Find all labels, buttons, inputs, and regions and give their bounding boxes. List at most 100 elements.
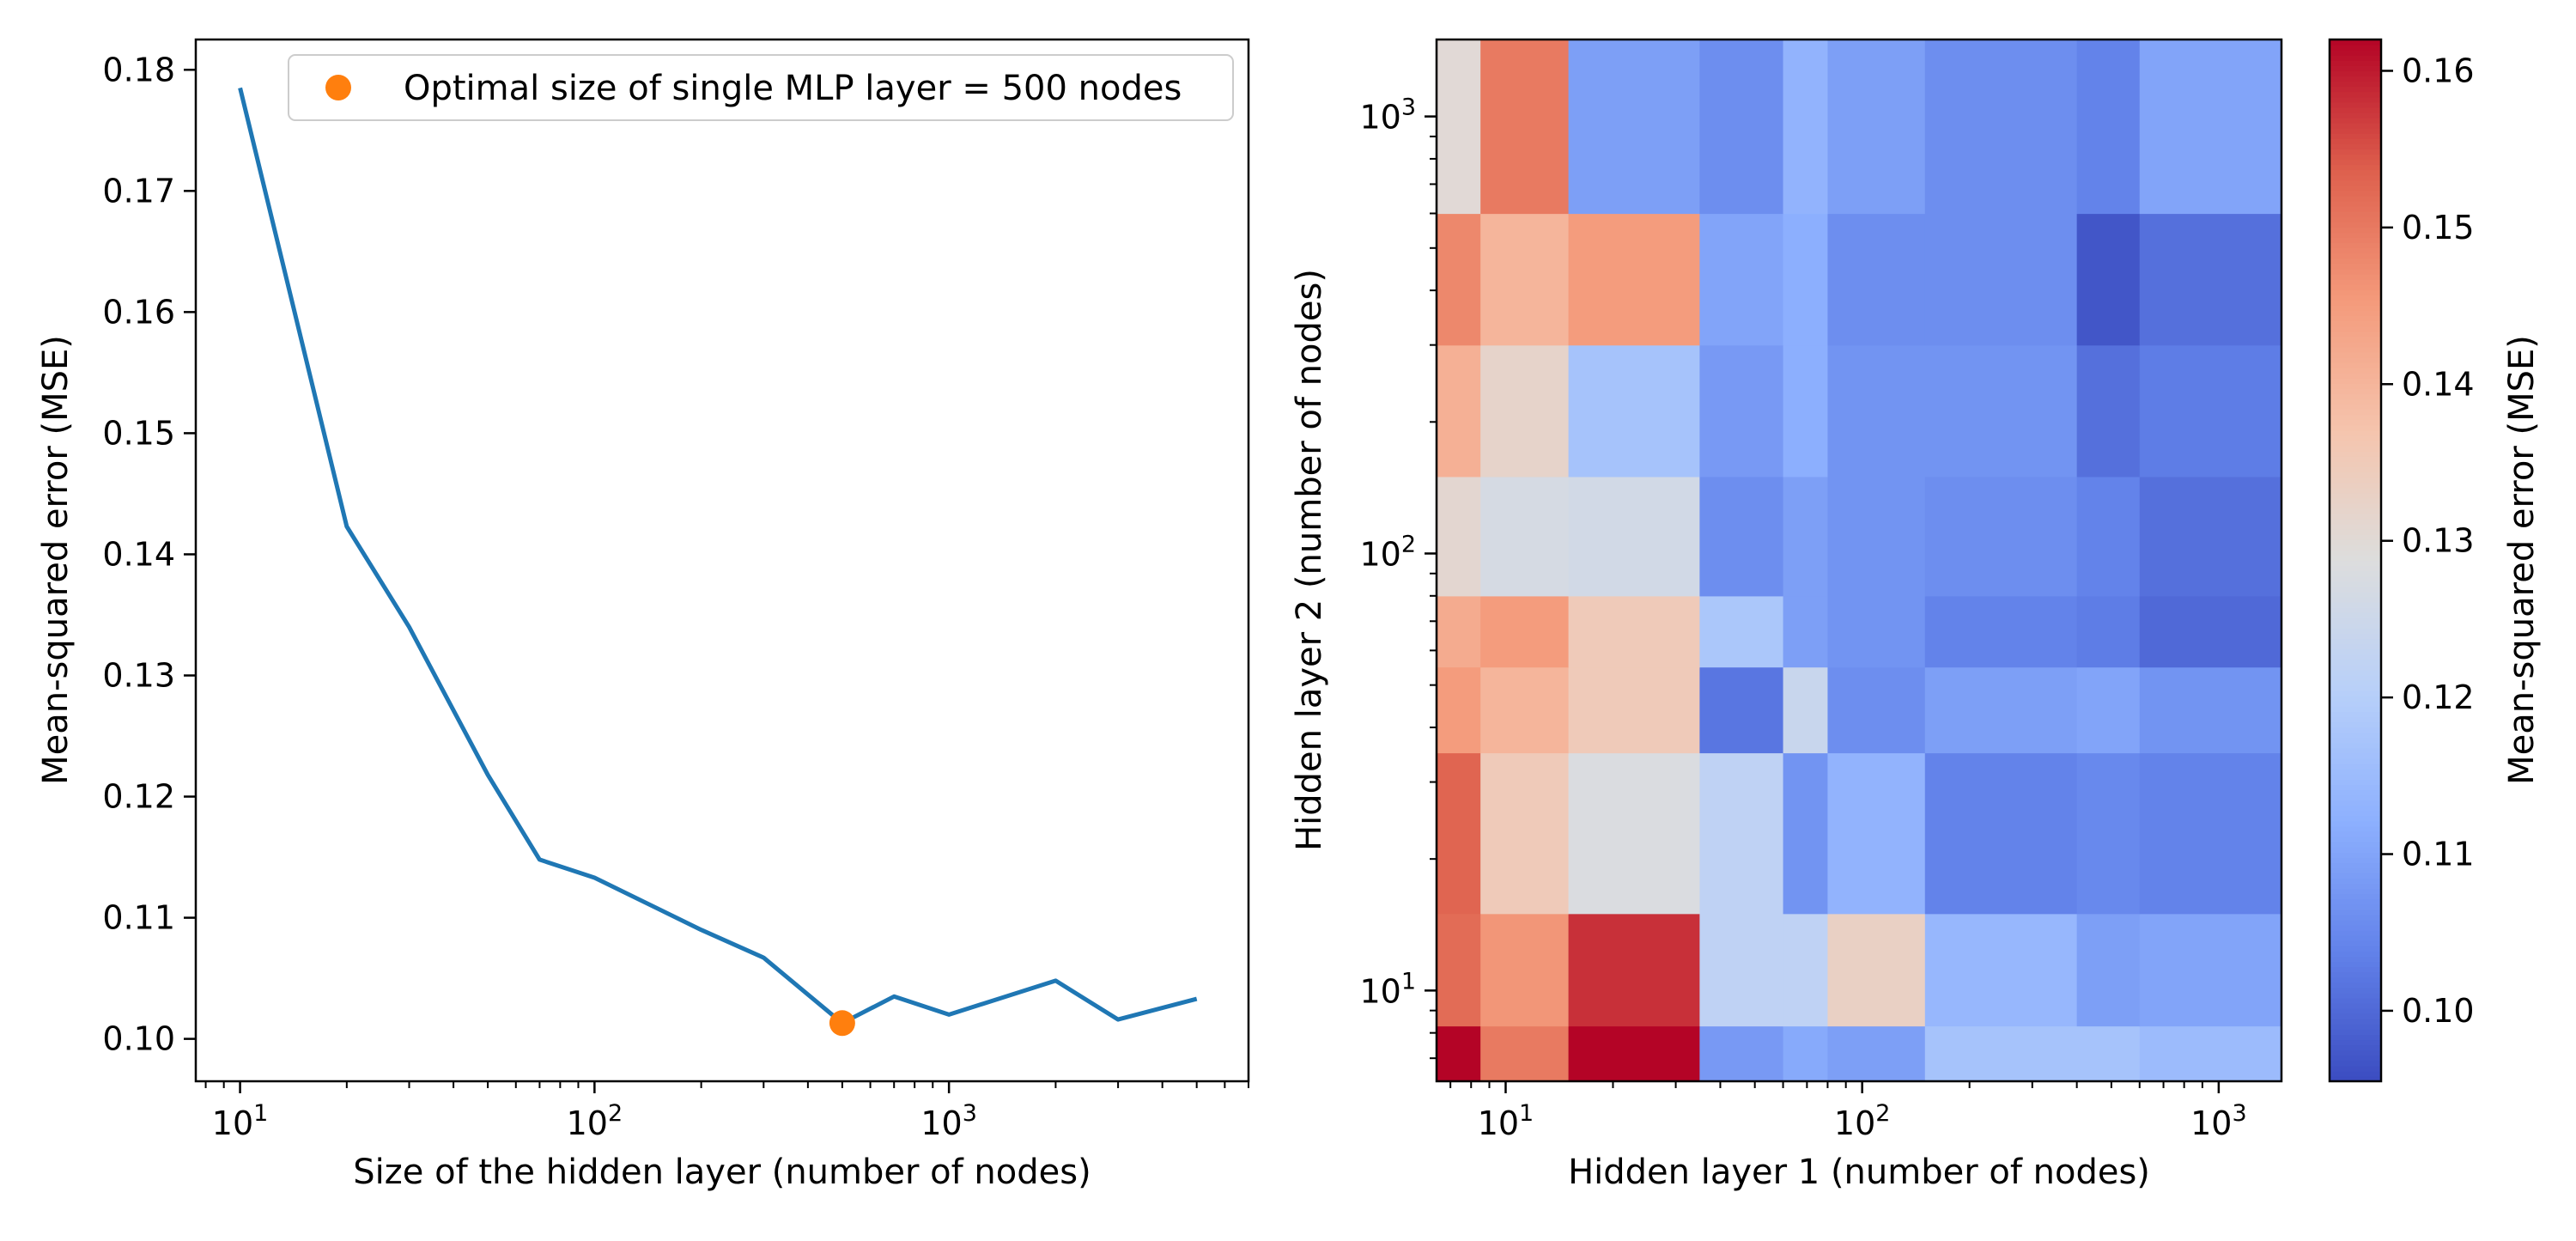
colorbar-strip — [2330, 55, 2381, 61]
colorbar-strip — [2330, 602, 2381, 608]
heatmap-cell — [2076, 344, 2141, 478]
colorbar-strip — [2330, 216, 2381, 222]
colorbar-strip — [2330, 654, 2381, 660]
heatmap-cell — [1924, 40, 2078, 215]
heatmap-x-axis-label: Hidden layer 1 (number of nodes) — [1568, 1153, 2150, 1192]
heatmap-cell — [2139, 666, 2282, 754]
heatmap-cell — [1568, 1025, 1700, 1082]
heatmap-cell — [1699, 344, 1784, 478]
line-chart-y-axis-label: Mean-squared error (MSE) — [36, 335, 76, 785]
heatmap-cell — [2139, 476, 2282, 597]
colorbar-strip — [2330, 482, 2381, 489]
colorbar-strip — [2330, 862, 2381, 868]
colorbar-strip — [2330, 252, 2381, 259]
colorbar-strip — [2330, 154, 2381, 161]
x-tick-label: 102 — [567, 1100, 623, 1142]
colorbar-strip — [2330, 1055, 2381, 1062]
heatmap-cell — [1437, 1025, 1481, 1082]
colorbar-strip — [2330, 477, 2381, 484]
colorbar-strip — [2330, 227, 2381, 234]
colorbar-strip — [2330, 716, 2381, 723]
colorbar-tick-label: 0.11 — [2402, 836, 2475, 873]
colorbar-strip — [2330, 648, 2381, 655]
colorbar-strip — [2330, 534, 2381, 540]
legend-box — [288, 54, 1234, 121]
heatmap-cell — [1699, 40, 1784, 215]
colorbar-strip — [2330, 815, 2381, 822]
legend-label-optimal: Optimal size of single MLP layer = 500 n… — [404, 69, 1182, 108]
colorbar-strip — [2330, 763, 2381, 770]
colorbar-strip — [2330, 164, 2381, 171]
heatmap-cell — [2139, 1025, 2282, 1082]
colorbar-strip — [2330, 883, 2381, 890]
colorbar-strip — [2330, 570, 2381, 577]
heatmap-cell — [1437, 213, 1481, 346]
heatmap-cell — [1783, 1025, 1829, 1082]
colorbar-strip — [2330, 242, 2381, 249]
colorbar-strip — [2330, 398, 2381, 405]
colorbar-strip — [2330, 123, 2381, 129]
colorbar-strip — [2330, 1034, 2381, 1041]
colorbar-strip — [2330, 789, 2381, 796]
colorbar-strip — [2330, 1003, 2381, 1009]
colorbar-strip — [2330, 1075, 2381, 1082]
colorbar-strip — [2330, 732, 2381, 739]
colorbar-strip — [2330, 310, 2381, 317]
colorbar-strip — [2330, 133, 2381, 139]
mse-line-series — [238, 87, 1198, 1025]
colorbar-strip — [2330, 138, 2381, 144]
colorbar-strip — [2330, 179, 2381, 186]
heatmap-frame — [1435, 38, 2283, 1083]
heatmap-cell — [1568, 213, 1700, 346]
colorbar-strip — [2330, 633, 2381, 640]
heatmap-cell — [1827, 595, 1926, 668]
heatmap-cell — [1783, 213, 1829, 346]
heatmap-cell — [1568, 595, 1700, 668]
heatmap-y-axis-label: Hidden layer 2 (number of nodes) — [1290, 269, 1329, 851]
colorbar: 0.10 0.11 0.12 0.13 0.14 0.15 0.16 Mean-square… — [2328, 38, 2542, 1083]
colorbar-strip — [2330, 752, 2381, 759]
heatmap-cell — [2076, 752, 2141, 915]
heatmap-cell — [1783, 344, 1829, 478]
heatmap-cell — [1699, 666, 1784, 754]
colorbar-strip — [2330, 638, 2381, 645]
heatmap-cell — [1783, 913, 1829, 1027]
heatmap-cell — [2076, 1025, 2141, 1082]
heatmap-cell — [1480, 595, 1570, 668]
heatmap-cell — [2076, 913, 2141, 1027]
colorbar-strip — [2330, 581, 2381, 587]
colorbar-strip — [2330, 757, 2381, 764]
heatmap-cell — [1480, 913, 1570, 1027]
colorbar-strip — [2330, 976, 2381, 983]
optimal-point-marker — [829, 1010, 855, 1037]
colorbar-strip — [2330, 45, 2381, 51]
heatmap-x-tick-label: 101 — [1478, 1100, 1534, 1142]
colorbar-strip — [2330, 518, 2381, 525]
x-tick-label: 101 — [212, 1100, 269, 1142]
heatmap-cell — [1827, 666, 1926, 754]
colorbar-strip — [2330, 378, 2381, 384]
colorbar-strip — [2330, 106, 2381, 113]
colorbar-strip — [2330, 800, 2381, 806]
heatmap-cell — [1924, 752, 2078, 915]
colorbar-strip — [2330, 86, 2381, 93]
colorbar-strip — [2330, 971, 2381, 978]
colorbar-strip — [2330, 769, 2381, 775]
colorbar-frame — [2328, 38, 2383, 1083]
heatmap-cell — [1480, 344, 1570, 478]
colorbar-strip — [2330, 159, 2381, 166]
heatmap-cell — [1699, 476, 1784, 597]
colorbar-strip — [2330, 258, 2381, 265]
heatmap-cell — [2139, 40, 2282, 215]
colorbar-strip — [2330, 461, 2381, 467]
colorbar-strip — [2330, 362, 2381, 368]
colorbar-strip — [2330, 278, 2381, 285]
colorbar-strip — [2330, 591, 2381, 598]
colorbar-strip — [2330, 987, 2381, 994]
colorbar-strip — [2330, 185, 2381, 192]
colorbar-strip — [2330, 388, 2381, 395]
heatmap-cell — [1827, 752, 1926, 915]
colorbar-strip — [2330, 320, 2381, 327]
colorbar-strip — [2330, 617, 2381, 624]
heatmap-cell — [1568, 752, 1700, 915]
